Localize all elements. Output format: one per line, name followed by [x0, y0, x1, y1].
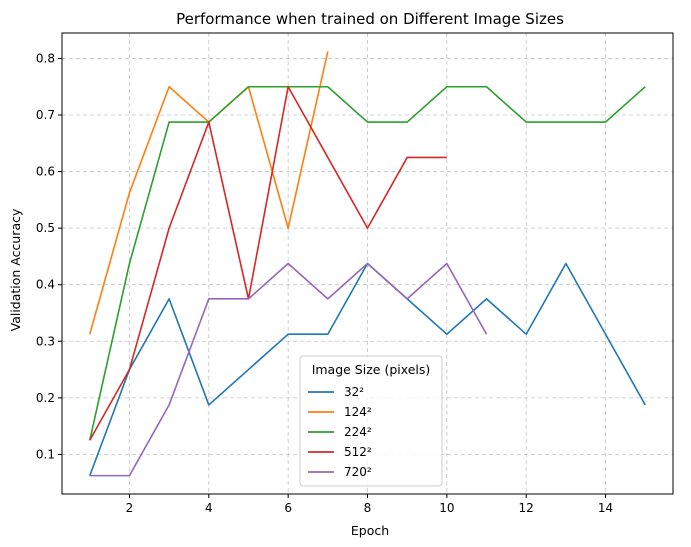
y-tick-label: 0.1	[36, 447, 55, 461]
grid	[62, 33, 673, 494]
legend-box	[299, 355, 443, 487]
y-axis-label: Validation Accuracy	[8, 208, 23, 331]
legend-entry-label: 224²	[344, 425, 372, 439]
y-tick-label: 0.4	[36, 278, 55, 292]
x-tick-label: 12	[519, 501, 534, 515]
series-line-4	[89, 85, 447, 441]
legend-entry-label: 124²	[344, 405, 372, 419]
chart-title: Performance when trained on Different Im…	[176, 10, 564, 28]
legend: Image Size (pixels) 32² 124² 224² 512² 720²	[299, 355, 443, 487]
series-lines	[88, 51, 646, 477]
y-tick-label: 0.3	[36, 334, 55, 348]
series-line-3	[88, 85, 646, 441]
axis-ticks: 2 4 6 8 10 12 14 0.1 0.2 0.3 0.4 0.5 0.6 0.7 0.8	[36, 51, 613, 515]
y-tick-label: 0.5	[36, 221, 55, 235]
series-line-5	[89, 262, 488, 477]
y-tick-label: 0.2	[36, 391, 55, 405]
x-tick-label: 10	[439, 501, 454, 515]
x-tick-label: 6	[284, 501, 292, 515]
legend-title: Image Size (pixels)	[312, 362, 431, 377]
x-tick-label: 14	[598, 501, 613, 515]
x-tick-label: 2	[126, 501, 134, 515]
legend-entries: 32² 124² 224² 512² 720²	[308, 385, 372, 479]
x-axis-label: Epoch	[351, 523, 389, 538]
y-tick-label: 0.6	[36, 165, 55, 179]
x-tick-label: 8	[364, 501, 372, 515]
legend-entry-label: 720²	[344, 465, 372, 479]
x-tick-label: 4	[205, 501, 213, 515]
y-tick-label: 0.8	[36, 51, 55, 65]
legend-entry-label: 32²	[344, 385, 364, 399]
y-tick-label: 0.7	[36, 108, 55, 122]
legend-entry-label: 512²	[344, 445, 372, 459]
